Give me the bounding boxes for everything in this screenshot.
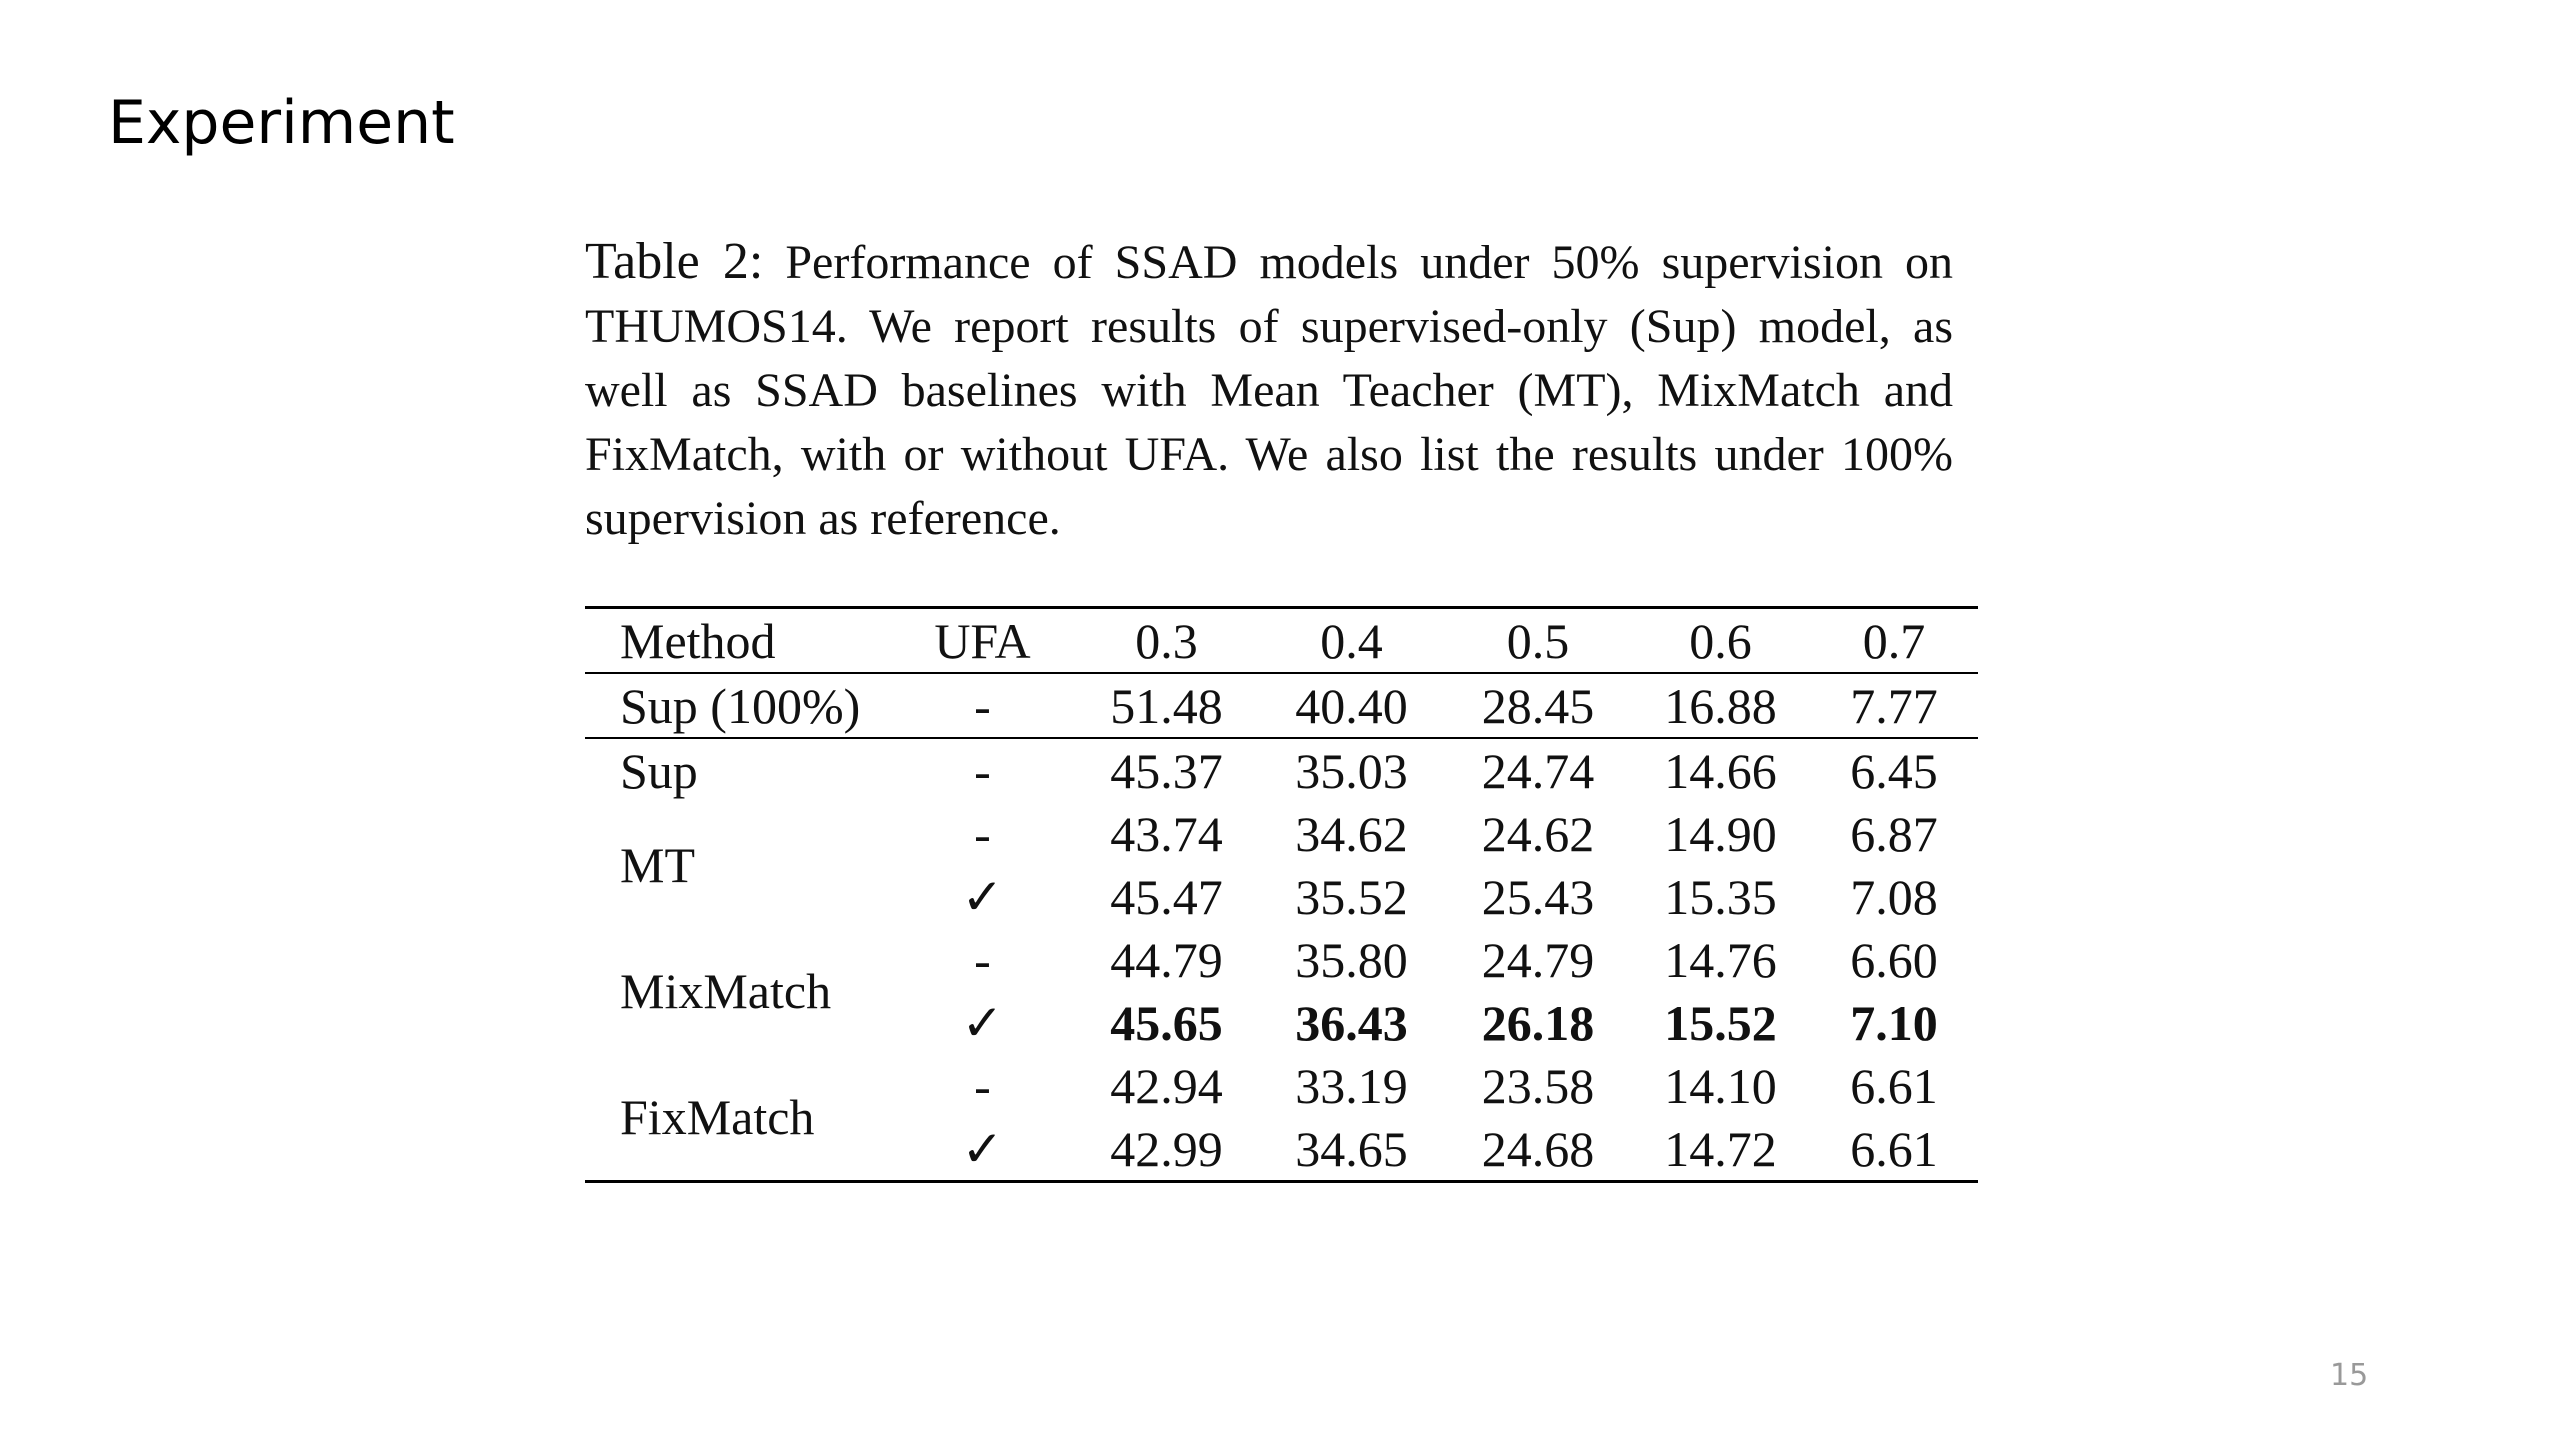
- caption-text: Performance of SSAD models under 50% sup…: [585, 236, 1954, 545]
- column-header: 0.3: [1135, 612, 1198, 669]
- value-cell: 24.74: [1481, 742, 1595, 799]
- table-row: MT - 43.74 34.62 24.62 14.90 6.87: [585, 802, 1978, 894]
- header-row: Method UFA 0.3 0.4 0.5 0.6 0.7: [585, 607, 1978, 673]
- value-cell: 26.18: [1481, 994, 1595, 1051]
- method-cell: MixMatch: [620, 963, 832, 1019]
- ufa-cell: -: [974, 805, 991, 862]
- value-cell: 36.43: [1295, 994, 1408, 1051]
- column-header: 0.5: [1506, 612, 1570, 669]
- ufa-cell: -: [974, 931, 991, 988]
- value-cell: 33.19: [1295, 1057, 1408, 1114]
- table-row: FixMatch - 42.94 33.19 23.58 14.10 6.61: [585, 1054, 1978, 1146]
- value-cell: 45.47: [1110, 868, 1223, 925]
- table-row: MixMatch - 44.79 35.80 24.79 14.76 6.60: [585, 928, 1978, 1020]
- table-row: ✓ 45.65 36.43 26.18 15.52 7.10: [585, 991, 1978, 1054]
- value-cell: 42.99: [1110, 1120, 1223, 1177]
- method-cell: MT: [620, 837, 695, 893]
- value-cell: 6.61: [1850, 1057, 1938, 1114]
- value-cell: 14.66: [1664, 742, 1777, 799]
- column-header: 0.7: [1862, 612, 1926, 669]
- value-cell: 7.77: [1850, 677, 1938, 734]
- value-cell: 15.52: [1664, 994, 1777, 1051]
- ufa-cell: -: [974, 1057, 991, 1114]
- table-row: Sup - 45.37 35.03 24.74 14.66 6.45: [585, 738, 1978, 802]
- value-cell: 43.74: [1110, 805, 1223, 862]
- method-cell: Sup (100%): [620, 677, 861, 734]
- method-cell: FixMatch: [620, 1089, 815, 1145]
- caption-label: Table 2:: [585, 233, 764, 290]
- page-number: 15: [2330, 1358, 2369, 1393]
- value-cell: 44.79: [1110, 931, 1223, 988]
- value-cell: 28.45: [1481, 677, 1595, 734]
- value-cell: 42.94: [1110, 1057, 1223, 1114]
- value-cell: 6.45: [1850, 742, 1938, 799]
- value-cell: 6.61: [1850, 1120, 1938, 1177]
- value-cell: 24.62: [1481, 805, 1595, 862]
- results-table: Method UFA 0.3 0.4 0.5 0.6 0.7 Sup (100%) - 51.4…: [585, 606, 1978, 1183]
- value-cell: 45.37: [1110, 742, 1223, 799]
- column-header: UFA: [934, 612, 1031, 669]
- value-cell: 7.10: [1850, 994, 1938, 1051]
- ufa-cell: -: [974, 677, 991, 734]
- value-cell: 35.52: [1295, 868, 1408, 925]
- table-row: ✓ 45.47 35.52 25.43 15.35 7.08: [585, 865, 1978, 928]
- ufa-cell: ✓: [961, 868, 1004, 925]
- ufa-cell: ✓: [961, 994, 1004, 1051]
- table-caption: Table 2: Performance of SSAD models unde…: [585, 230, 1953, 551]
- table-row: Sup (100%) - 51.48 40.40 28.45 16.88 7.77: [585, 673, 1978, 738]
- value-cell: 25.43: [1481, 868, 1595, 925]
- value-cell: 14.10: [1664, 1057, 1777, 1114]
- value-cell: 23.58: [1481, 1057, 1595, 1114]
- value-cell: 35.03: [1295, 742, 1408, 799]
- value-cell: 24.68: [1481, 1120, 1595, 1177]
- value-cell: 24.79: [1481, 931, 1595, 988]
- value-cell: 15.35: [1664, 868, 1777, 925]
- value-cell: 14.90: [1664, 805, 1777, 862]
- ufa-cell: -: [974, 742, 991, 799]
- value-cell: 6.60: [1850, 931, 1938, 988]
- value-cell: 6.87: [1850, 805, 1938, 862]
- table-row: ✓ 42.99 34.65 24.68 14.72 6.61: [585, 1117, 1978, 1182]
- value-cell: 51.48: [1110, 677, 1223, 734]
- value-cell: 34.65: [1295, 1120, 1408, 1177]
- column-header: 0.4: [1320, 612, 1383, 669]
- value-cell: 7.08: [1850, 868, 1938, 925]
- column-header: 0.6: [1689, 612, 1752, 669]
- value-cell: 34.62: [1295, 805, 1408, 862]
- method-cell: Sup: [620, 742, 698, 799]
- value-cell: 16.88: [1664, 677, 1777, 734]
- slide-title: Experiment: [108, 88, 455, 158]
- value-cell: 35.80: [1295, 931, 1408, 988]
- value-cell: 14.72: [1664, 1120, 1777, 1177]
- value-cell: 14.76: [1664, 931, 1777, 988]
- column-header: Method: [620, 612, 776, 669]
- value-cell: 45.65: [1110, 994, 1223, 1051]
- value-cell: 40.40: [1295, 677, 1408, 734]
- ufa-cell: ✓: [961, 1120, 1004, 1177]
